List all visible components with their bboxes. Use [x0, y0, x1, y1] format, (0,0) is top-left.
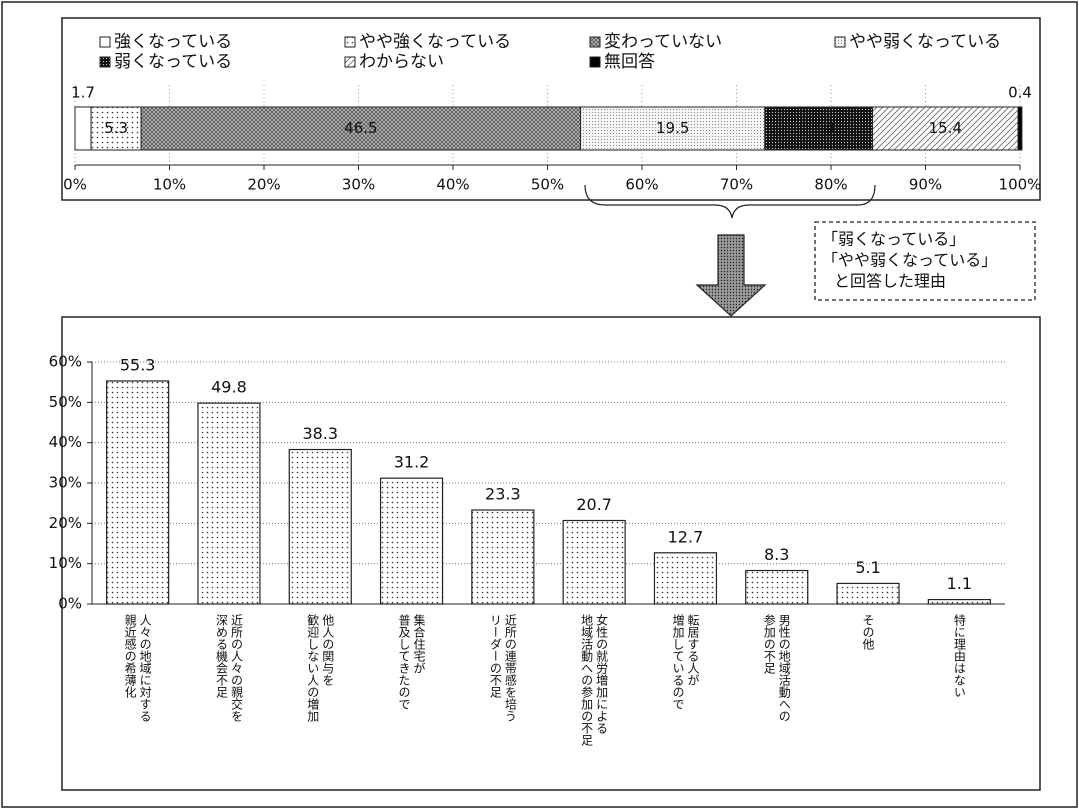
legend-label: 変わっていない [604, 32, 722, 52]
legend-swatch [344, 56, 356, 68]
y-tick-label: 60% [49, 353, 82, 371]
bar [379, 477, 444, 605]
x-tick-label: 70% [720, 176, 753, 194]
x-tick-label: 30% [342, 176, 375, 194]
bar [471, 509, 535, 605]
data-label: 5.1 [855, 558, 880, 577]
x-tick-label: 親近感の希薄化 [123, 614, 137, 699]
y-tick-label: 30% [49, 474, 82, 492]
x-tick-label: リーダーの不足 [488, 614, 502, 699]
annotation-line: と回答した理由 [834, 272, 946, 291]
legend-label: わからない [359, 52, 444, 72]
x-tick-label: 60% [625, 176, 658, 194]
brace [584, 184, 876, 219]
x-tick-label: 人々の地域に対する [138, 614, 152, 722]
x-tick-label: 他人の関与を [321, 614, 335, 686]
data-label: 8.3 [764, 545, 789, 564]
bar [197, 402, 261, 605]
x-tick-label: 転居する人が [686, 614, 700, 686]
x-tick-label: 普及してきたので [397, 614, 411, 710]
data-label: 12.7 [668, 527, 704, 546]
legend-label: 無回答 [604, 52, 655, 72]
x-tick-label: 男性の地域活動への [777, 614, 791, 722]
bar [745, 569, 809, 605]
bar [653, 552, 718, 605]
x-tick-label: 50% [531, 176, 564, 194]
data-label: 20.7 [576, 495, 612, 514]
y-tick-label: 40% [49, 433, 82, 451]
y-tick-label: 10% [49, 554, 82, 572]
arrow [695, 234, 767, 317]
legend-swatch [589, 36, 601, 48]
x-tick-label: 参加の不足 [762, 613, 776, 675]
bar [288, 448, 352, 605]
bar [106, 380, 170, 605]
data-label: 23.3 [485, 485, 521, 504]
legend-swatch [99, 56, 111, 68]
annotation: 「弱くなっている」「やや弱くなっている」と回答した理由 [822, 230, 997, 291]
bar [562, 519, 626, 605]
x-tick-label: 90% [909, 176, 942, 194]
bar-segment [74, 106, 92, 151]
x-tick-label: 100% [999, 176, 1042, 194]
x-tick-label: 特に理由はない [952, 613, 966, 698]
x-tick-label: 集合住宅が [412, 613, 426, 674]
bar-segment [580, 106, 766, 151]
bar [836, 582, 900, 605]
data-label: 38.3 [302, 424, 338, 443]
bar [927, 598, 991, 605]
y-tick-label: 0% [58, 595, 82, 613]
legend-label: やや強くなっている [359, 32, 511, 52]
data-label: 31.2 [394, 453, 430, 472]
x-tick-label: 歓迎しない人の増加 [306, 614, 320, 723]
data-label: 55.3 [120, 355, 156, 374]
bar-segment [140, 106, 582, 151]
x-tick-label: 近所の連帯感を培う [503, 614, 517, 722]
legend-swatch [99, 36, 111, 48]
data-label: 19.5 [656, 119, 689, 137]
data-label: 1.1 [947, 574, 972, 593]
legend-label: 強くなっている [114, 32, 232, 52]
x-tick-label: 深める機会不足 [214, 614, 228, 699]
bar-segment [764, 106, 874, 151]
data-label: 49.8 [211, 378, 247, 397]
top-chart-frame [61, 17, 1041, 201]
legend-label: 弱くなっている [114, 52, 232, 72]
legend-label: やや弱くなっている [849, 32, 1001, 52]
annotation-box [814, 221, 1036, 301]
data-label: 1.7 [71, 84, 95, 102]
legend-swatch [344, 36, 356, 48]
y-tick-label: 50% [49, 393, 82, 411]
x-tick-label: 40% [436, 176, 469, 194]
data-label: 46.5 [344, 119, 377, 137]
data-label: 0.4 [1008, 84, 1032, 102]
data-label: 15.4 [929, 119, 962, 137]
x-tick-label: 10% [153, 176, 186, 194]
x-tick-label: 近所の人々の親交を [229, 614, 243, 722]
x-tick-label: 増加しているので [671, 614, 685, 710]
x-tick-label: 地域活動への参加の不足 [580, 614, 594, 747]
annotation-line: 「弱くなっている」 [822, 230, 965, 249]
bar-segment [90, 106, 142, 151]
x-tick-label: 20% [247, 176, 280, 194]
x-tick-label: その他 [861, 614, 875, 650]
data-label: 5.3 [104, 119, 128, 137]
x-tick-label: 女性の就労増加による [595, 613, 609, 734]
bottom-chart-frame [61, 316, 1041, 791]
legend-swatch [834, 36, 846, 48]
annotation-line: 「やや弱くなっている」 [822, 251, 997, 270]
y-tick-label: 20% [49, 514, 82, 532]
x-tick-label: 0% [63, 176, 87, 194]
data-label: 11.4 [802, 119, 835, 137]
bar-segment [1017, 106, 1023, 151]
x-tick-label: 80% [814, 176, 847, 194]
legend-swatch [589, 56, 601, 68]
